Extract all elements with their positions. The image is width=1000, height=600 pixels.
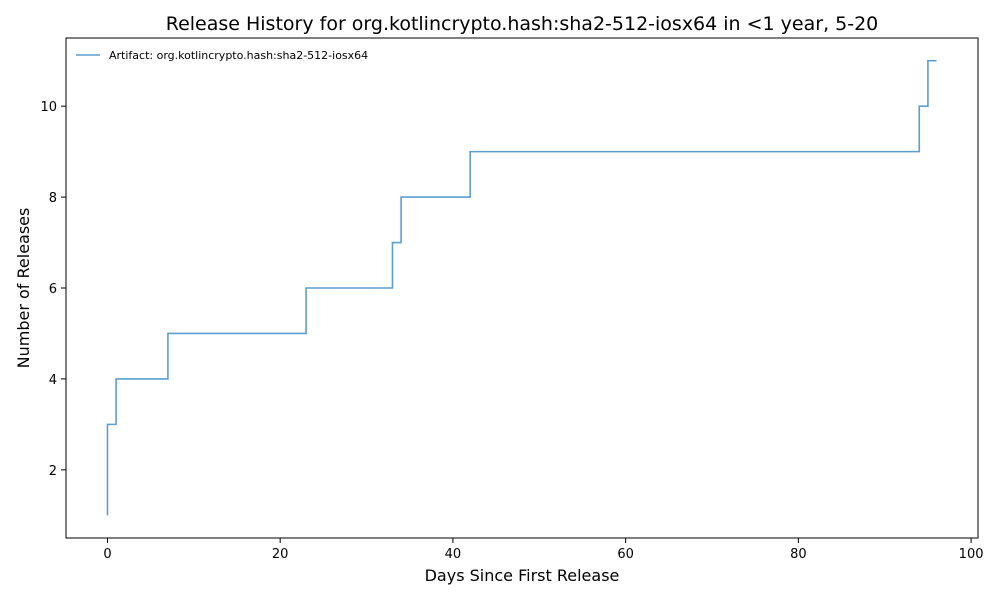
y-tick-label: 10	[40, 100, 57, 115]
x-tick-label: 0	[103, 547, 111, 562]
y-axis-ticks: 2 4 6 8 10	[40, 100, 66, 479]
x-tick-label: 40	[445, 547, 462, 562]
x-axis-label: Days Since First Release	[425, 566, 620, 585]
y-axis-label: Number of Releases	[14, 208, 33, 369]
x-axis-ticks: 0 20 40 60 80 100	[103, 538, 984, 562]
legend: Artifact: org.kotlincrypto.hash:sha2-512…	[76, 49, 368, 62]
y-tick-label: 4	[49, 373, 57, 388]
series-step-line	[106, 59, 937, 516]
y-tick-label: 8	[49, 191, 57, 206]
legend-label: Artifact: org.kotlincrypto.hash:sha2-512…	[109, 49, 368, 62]
y-tick-label: 2	[49, 464, 57, 479]
y-tick-label: 6	[49, 282, 57, 297]
x-tick-label: 20	[272, 547, 289, 562]
chart-title: Release History for org.kotlincrypto.has…	[166, 13, 879, 35]
x-tick-label: 80	[790, 547, 807, 562]
x-tick-label: 100	[959, 547, 984, 562]
x-tick-label: 60	[617, 547, 634, 562]
plot-area-frame	[65, 37, 979, 539]
